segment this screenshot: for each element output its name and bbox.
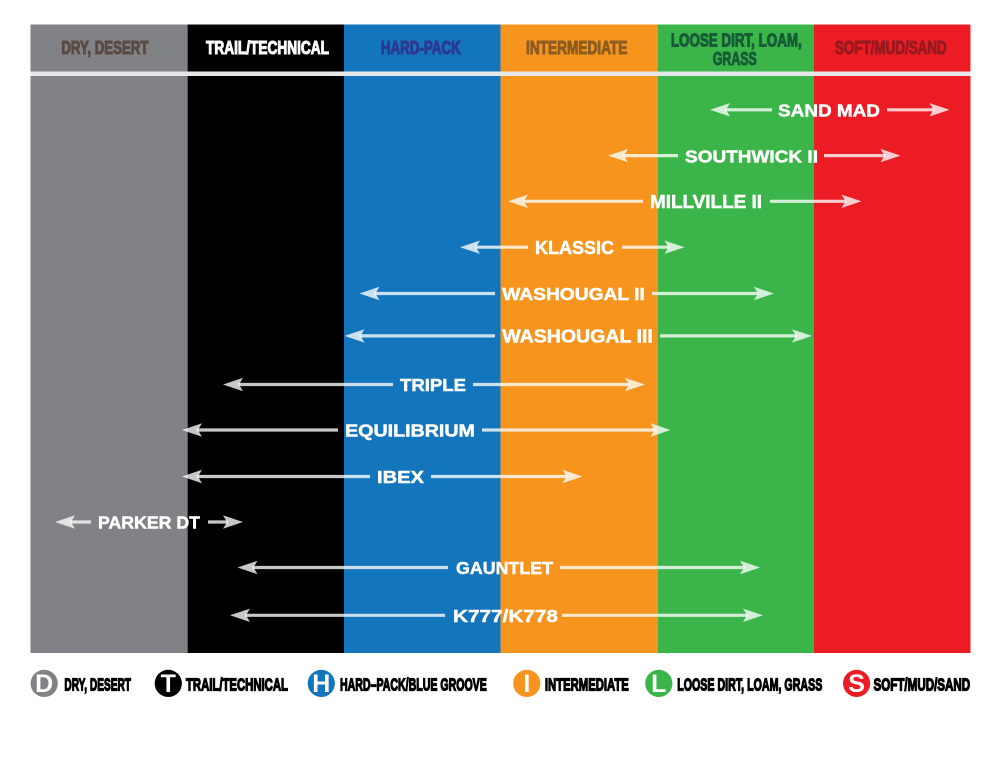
svg-text:TRAIL/TECHNICAL: TRAIL/TECHNICAL	[206, 38, 329, 58]
svg-text:SOUTHWICK II: SOUTHWICK II	[685, 146, 818, 166]
svg-text:DRY, DESERT: DRY, DESERT	[64, 676, 131, 696]
svg-text:SOFT/MUD/SAND: SOFT/MUD/SAND	[874, 675, 971, 695]
svg-text:MILLVILLE II: MILLVILLE II	[650, 191, 762, 211]
svg-text:S: S	[848, 670, 865, 698]
svg-text:GRASS: GRASS	[713, 50, 757, 70]
svg-text:KLASSIC: KLASSIC	[535, 238, 614, 258]
svg-text:IBEX: IBEX	[377, 468, 424, 488]
svg-text:WASHOUGAL II: WASHOUGAL II	[502, 284, 645, 304]
svg-text:D: D	[35, 670, 53, 698]
svg-text:GAUNTLET: GAUNTLET	[456, 558, 553, 578]
svg-text:T: T	[161, 670, 176, 698]
svg-text:LOOSE DIRT, LOAM,: LOOSE DIRT, LOAM,	[671, 30, 802, 51]
svg-text:HARD-PACK: HARD-PACK	[381, 38, 461, 59]
svg-text:PARKER DT: PARKER DT	[98, 513, 200, 533]
svg-text:L: L	[651, 670, 666, 698]
svg-text:DRY, DESERT: DRY, DESERT	[61, 38, 148, 59]
svg-text:TRIPLE: TRIPLE	[400, 374, 466, 395]
svg-text:SAND MAD: SAND MAD	[778, 100, 880, 120]
svg-text:I: I	[523, 670, 530, 698]
svg-text:H: H	[312, 670, 330, 698]
svg-text:HARD–PACK/BLUE GROOVE: HARD–PACK/BLUE GROOVE	[340, 676, 487, 695]
svg-text:EQUILIBRIUM: EQUILIBRIUM	[345, 420, 475, 440]
svg-text:SOFT/MUD/SAND: SOFT/MUD/SAND	[835, 38, 947, 59]
svg-text:INTERMEDIATE: INTERMEDIATE	[526, 38, 627, 58]
svg-text:TRAIL/TECHNICAL: TRAIL/TECHNICAL	[186, 675, 288, 695]
svg-text:INTERMEDIATE: INTERMEDIATE	[545, 675, 629, 695]
svg-text:LOOSE DIRT, LOAM, GRASS: LOOSE DIRT, LOAM, GRASS	[677, 676, 822, 695]
svg-text:WASHOUGAL III: WASHOUGAL III	[502, 326, 653, 346]
svg-text:K777/K778: K777/K778	[453, 606, 558, 626]
